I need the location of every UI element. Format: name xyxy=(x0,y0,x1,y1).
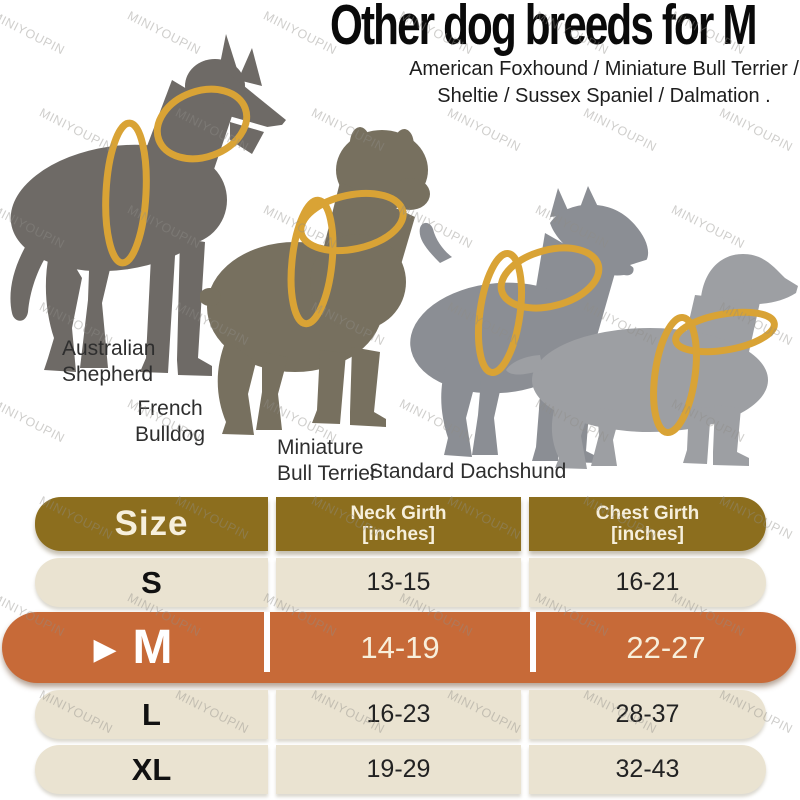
watermark-text: MINIYOUPIN xyxy=(717,105,796,155)
dog-label-line: Bulldog xyxy=(134,423,206,446)
size-row-l: L 16-23 28-37 xyxy=(0,690,800,739)
column-header-text: [inches] xyxy=(362,524,435,545)
column-header-text: Neck Girth xyxy=(350,503,447,524)
dog-label-line: Standard Dachshund xyxy=(369,460,567,483)
column-header-neck-girth: Neck Girth [inches] xyxy=(276,497,521,551)
page-title: Other dog breeds for M xyxy=(330,0,758,57)
subtitle: American Foxhound / Miniature Bull Terri… xyxy=(406,56,800,110)
dog-label-australian-shepherd: Australian Shepherd xyxy=(62,336,155,388)
dog-label-french-bulldog: French Bulldog xyxy=(128,396,212,448)
subtitle-line-1: American Foxhound / Miniature Bull Terri… xyxy=(409,58,799,80)
dog-label-line: French xyxy=(137,397,203,420)
dog-silhouette-australian-shepherd xyxy=(10,34,288,376)
subtitle-line-2: Sheltie / Sussex Spaniel / Dalmation . xyxy=(437,85,771,107)
neck-girth-value: 13-15 xyxy=(366,568,431,596)
chest-girth-value: 28-37 xyxy=(615,700,680,728)
size-cell: S xyxy=(35,558,268,607)
size-cell: L xyxy=(35,690,268,739)
column-divider xyxy=(264,612,270,672)
size-row-s: S 13-15 16-21 xyxy=(0,558,800,607)
watermark-text: MINIYOUPIN xyxy=(581,105,660,155)
dog-label-line: Bull Terrier xyxy=(277,462,377,485)
dog-silhouette-standard-dachshund xyxy=(506,254,798,469)
chest-girth-cell: 22-27 xyxy=(536,612,796,683)
neck-girth-value: 16-23 xyxy=(366,700,431,728)
column-header-text: Chest Girth xyxy=(595,503,700,524)
watermark-text: MINIYOUPIN xyxy=(445,105,524,155)
dog-label-standard-dachshund: Standard Dachshund xyxy=(369,459,566,485)
size-cell: XL xyxy=(35,745,268,794)
size-row-xl: XL 19-29 32-43 xyxy=(0,745,800,794)
size-value: L xyxy=(142,696,161,732)
neck-girth-value: 14-19 xyxy=(360,629,440,665)
dog-label-line: Shepherd xyxy=(62,363,154,386)
size-row-m-highlighted: ▶ M 14-19 22-27 xyxy=(2,612,796,683)
dog-label-line: Miniature xyxy=(277,436,364,459)
column-header-text: Size xyxy=(114,504,189,543)
dog-silhouette-french-bulldog xyxy=(200,127,430,435)
chest-girth-cell: 28-37 xyxy=(529,690,766,739)
watermark-text: MINIYOUPIN xyxy=(0,396,68,446)
neck-girth-cell: 16-23 xyxy=(276,690,521,739)
column-header-text: [inches] xyxy=(611,524,684,545)
size-value: XL xyxy=(131,751,172,787)
neck-girth-value: 19-29 xyxy=(366,755,431,783)
size-cell: ▶ M xyxy=(2,612,264,683)
neck-girth-cell: 14-19 xyxy=(270,612,530,683)
column-header-chest-girth: Chest Girth [inches] xyxy=(529,497,766,551)
selected-row-arrow-icon: ▶ xyxy=(93,632,117,666)
chest-girth-cell: 16-21 xyxy=(529,558,766,607)
neck-girth-cell: 19-29 xyxy=(276,745,521,794)
chest-girth-value: 16-21 xyxy=(615,568,680,596)
dog-label-miniature-bull-terrier: Miniature Bull Terrier xyxy=(277,435,377,487)
column-divider xyxy=(530,612,536,672)
chest-girth-value: 32-43 xyxy=(615,755,680,783)
chest-girth-cell: 32-43 xyxy=(529,745,766,794)
dog-label-line: Australian xyxy=(62,337,156,360)
size-value: M xyxy=(132,621,173,674)
chest-girth-value: 22-27 xyxy=(626,629,706,665)
column-header-size: Size xyxy=(35,497,268,551)
neck-girth-cell: 13-15 xyxy=(276,558,521,607)
size-value: S xyxy=(141,564,162,600)
